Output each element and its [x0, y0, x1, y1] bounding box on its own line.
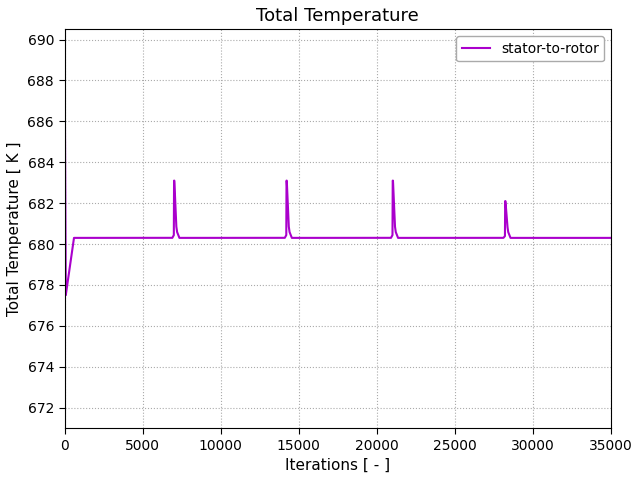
- stator-to-rotor: [191, 235, 199, 241]
- stator-to-rotor: [283, 178, 291, 183]
- stator-to-rotor: [392, 229, 399, 235]
- Y-axis label: Total Temperature [ K ]: Total Temperature [ K ]: [7, 142, 22, 316]
- stator-to-rotor: [388, 232, 396, 238]
- stator-to-rotor: [385, 235, 393, 241]
- stator-to-rotor: [61, 36, 68, 42]
- X-axis label: Iterations [ - ]: Iterations [ - ]: [285, 458, 390, 473]
- stator-to-rotor: [76, 235, 84, 241]
- Title: Total Temperature: Total Temperature: [257, 7, 419, 25]
- stator-to-rotor: [607, 235, 615, 241]
- Line: stator-to-rotor: stator-to-rotor: [65, 39, 611, 295]
- stator-to-rotor: [62, 292, 70, 298]
- Legend: stator-to-rotor: stator-to-rotor: [456, 36, 604, 61]
